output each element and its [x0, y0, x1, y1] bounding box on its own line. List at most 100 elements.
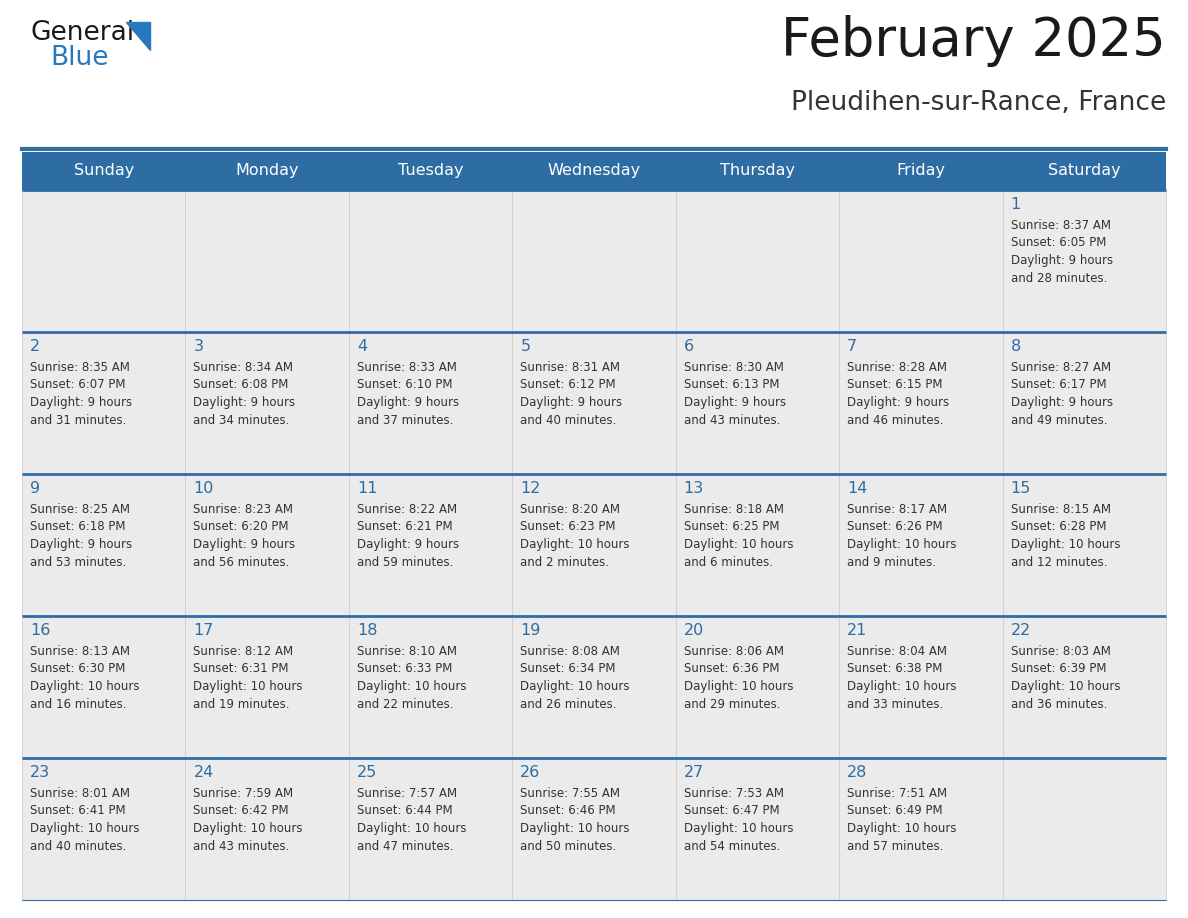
Text: Sunset: 6:38 PM: Sunset: 6:38 PM [847, 663, 942, 676]
Text: Sunrise: 7:51 AM: Sunrise: 7:51 AM [847, 787, 947, 800]
Text: 16: 16 [30, 623, 50, 638]
Text: Daylight: 10 hours: Daylight: 10 hours [847, 680, 956, 693]
Text: 21: 21 [847, 623, 867, 638]
Bar [512, 190, 676, 332]
Bar [839, 474, 1003, 616]
Text: Sunrise: 7:55 AM: Sunrise: 7:55 AM [520, 787, 620, 800]
Text: and 9 minutes.: and 9 minutes. [847, 555, 936, 568]
Text: Sunset: 6:15 PM: Sunset: 6:15 PM [847, 378, 942, 391]
Text: Sunrise: 8:22 AM: Sunrise: 8:22 AM [356, 503, 457, 516]
Text: and 16 minutes.: and 16 minutes. [30, 698, 126, 711]
Bar [839, 190, 1003, 332]
Text: and 26 minutes.: and 26 minutes. [520, 698, 617, 711]
Bar [676, 474, 839, 616]
Text: Daylight: 9 hours: Daylight: 9 hours [1011, 254, 1113, 267]
Text: Friday: Friday [897, 163, 946, 178]
Text: and 40 minutes.: and 40 minutes. [520, 413, 617, 427]
Text: Sunrise: 8:06 AM: Sunrise: 8:06 AM [684, 645, 784, 658]
Text: Daylight: 9 hours: Daylight: 9 hours [847, 396, 949, 409]
Text: 26: 26 [520, 765, 541, 780]
Bar [512, 758, 676, 900]
Text: Sunset: 6:21 PM: Sunset: 6:21 PM [356, 521, 453, 533]
Text: Sunrise: 8:12 AM: Sunrise: 8:12 AM [194, 645, 293, 658]
Text: Sunrise: 8:30 AM: Sunrise: 8:30 AM [684, 361, 784, 374]
Bar [349, 190, 512, 332]
Text: 23: 23 [30, 765, 50, 780]
Text: Sunset: 6:44 PM: Sunset: 6:44 PM [356, 804, 453, 818]
Bar [676, 616, 839, 758]
Text: Pleudihen-sur-Rance, France: Pleudihen-sur-Rance, France [791, 90, 1165, 116]
Text: Sunrise: 8:13 AM: Sunrise: 8:13 AM [30, 645, 129, 658]
Text: Daylight: 10 hours: Daylight: 10 hours [520, 822, 630, 835]
Text: Sunday: Sunday [74, 163, 134, 178]
Text: Sunset: 6:30 PM: Sunset: 6:30 PM [30, 663, 126, 676]
Bar [23, 758, 185, 900]
Text: Daylight: 10 hours: Daylight: 10 hours [684, 680, 794, 693]
Bar [1003, 190, 1165, 332]
Text: Sunset: 6:17 PM: Sunset: 6:17 PM [1011, 378, 1106, 391]
Text: Daylight: 10 hours: Daylight: 10 hours [30, 680, 139, 693]
Text: 18: 18 [356, 623, 378, 638]
Text: and 43 minutes.: and 43 minutes. [684, 413, 781, 427]
Text: Sunrise: 8:28 AM: Sunrise: 8:28 AM [847, 361, 947, 374]
Text: and 34 minutes.: and 34 minutes. [194, 413, 290, 427]
Text: 2: 2 [30, 339, 40, 354]
Text: Sunrise: 7:59 AM: Sunrise: 7:59 AM [194, 787, 293, 800]
Text: Sunrise: 8:27 AM: Sunrise: 8:27 AM [1011, 361, 1111, 374]
Text: 1: 1 [1011, 197, 1020, 212]
Text: Daylight: 10 hours: Daylight: 10 hours [520, 680, 630, 693]
Bar [512, 332, 676, 474]
Bar [23, 616, 185, 758]
Text: Sunset: 6:28 PM: Sunset: 6:28 PM [1011, 521, 1106, 533]
Text: 19: 19 [520, 623, 541, 638]
Text: Sunset: 6:13 PM: Sunset: 6:13 PM [684, 378, 779, 391]
Text: Daylight: 9 hours: Daylight: 9 hours [30, 396, 132, 409]
Text: Daylight: 10 hours: Daylight: 10 hours [194, 680, 303, 693]
Text: and 2 minutes.: and 2 minutes. [520, 555, 609, 568]
Text: Sunset: 6:36 PM: Sunset: 6:36 PM [684, 663, 779, 676]
Text: Sunrise: 8:33 AM: Sunrise: 8:33 AM [356, 361, 456, 374]
Bar [185, 616, 349, 758]
Text: Sunrise: 8:04 AM: Sunrise: 8:04 AM [847, 645, 947, 658]
Bar [512, 616, 676, 758]
Text: Daylight: 10 hours: Daylight: 10 hours [356, 680, 467, 693]
Text: Daylight: 10 hours: Daylight: 10 hours [1011, 680, 1120, 693]
Text: Sunset: 6:47 PM: Sunset: 6:47 PM [684, 804, 779, 818]
Text: Sunrise: 8:34 AM: Sunrise: 8:34 AM [194, 361, 293, 374]
Text: 11: 11 [356, 481, 378, 496]
Text: Monday: Monday [235, 163, 299, 178]
Text: Daylight: 9 hours: Daylight: 9 hours [520, 396, 623, 409]
Text: 27: 27 [684, 765, 704, 780]
Bar [839, 332, 1003, 474]
Bar [185, 332, 349, 474]
Text: and 6 minutes.: and 6 minutes. [684, 555, 772, 568]
Text: Sunrise: 8:35 AM: Sunrise: 8:35 AM [30, 361, 129, 374]
Text: Daylight: 9 hours: Daylight: 9 hours [356, 538, 459, 551]
Text: Daylight: 9 hours: Daylight: 9 hours [194, 396, 296, 409]
Text: Sunrise: 8:25 AM: Sunrise: 8:25 AM [30, 503, 129, 516]
Text: Sunset: 6:05 PM: Sunset: 6:05 PM [1011, 237, 1106, 250]
Text: Sunrise: 8:17 AM: Sunrise: 8:17 AM [847, 503, 947, 516]
Text: 13: 13 [684, 481, 704, 496]
Text: and 56 minutes.: and 56 minutes. [194, 555, 290, 568]
Text: and 29 minutes.: and 29 minutes. [684, 698, 781, 711]
Text: Sunset: 6:39 PM: Sunset: 6:39 PM [1011, 663, 1106, 676]
Text: and 37 minutes.: and 37 minutes. [356, 413, 454, 427]
Text: Sunrise: 8:31 AM: Sunrise: 8:31 AM [520, 361, 620, 374]
Text: February 2025: February 2025 [782, 15, 1165, 67]
Text: Sunrise: 8:10 AM: Sunrise: 8:10 AM [356, 645, 457, 658]
Text: Daylight: 10 hours: Daylight: 10 hours [847, 822, 956, 835]
Text: Daylight: 10 hours: Daylight: 10 hours [30, 822, 139, 835]
Text: 9: 9 [30, 481, 40, 496]
Text: Tuesday: Tuesday [398, 163, 463, 178]
Text: Sunset: 6:41 PM: Sunset: 6:41 PM [30, 804, 126, 818]
Text: 12: 12 [520, 481, 541, 496]
Bar [185, 758, 349, 900]
Text: 20: 20 [684, 623, 704, 638]
Text: 15: 15 [1011, 481, 1031, 496]
Text: Blue: Blue [50, 45, 108, 71]
Text: and 33 minutes.: and 33 minutes. [847, 698, 943, 711]
Text: Sunrise: 8:23 AM: Sunrise: 8:23 AM [194, 503, 293, 516]
Text: and 31 minutes.: and 31 minutes. [30, 413, 126, 427]
Text: 10: 10 [194, 481, 214, 496]
